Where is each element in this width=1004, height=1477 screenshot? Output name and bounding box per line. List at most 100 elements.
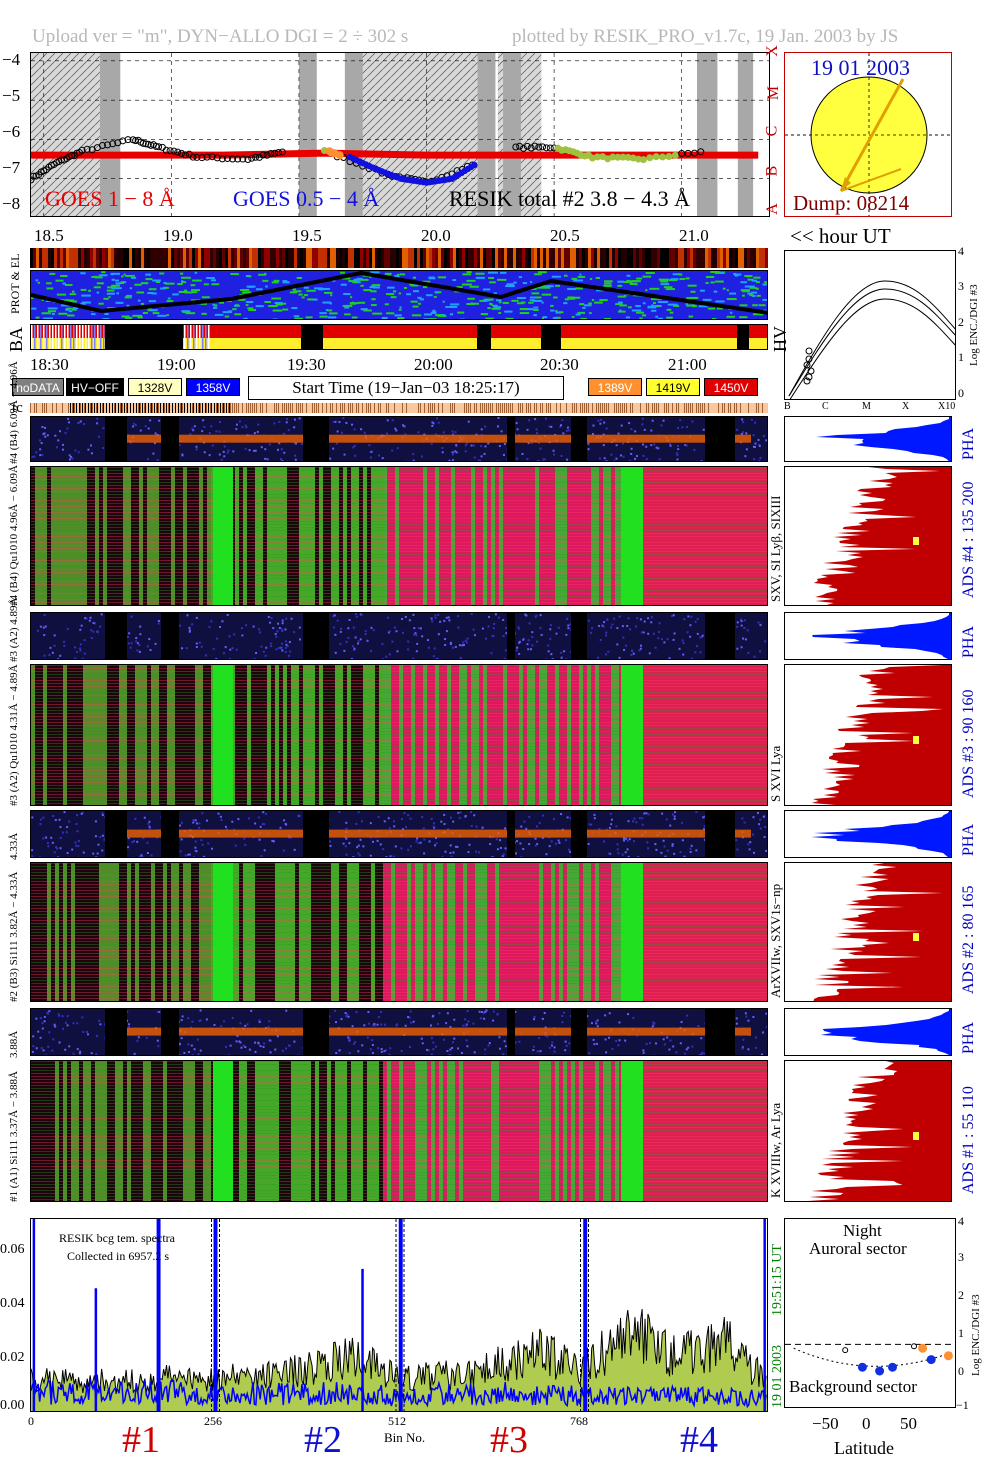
- tc-tick: [356, 403, 357, 413]
- temp-cell: [138, 248, 141, 268]
- channel-3-spec-label: #3 (A2) Qu1010 4.31Å − 4.89Å: [8, 664, 20, 806]
- particle-cell: [111, 272, 121, 275]
- hv-stripe: [85, 325, 87, 349]
- particle-cell: [242, 291, 251, 294]
- tc-tick: [352, 403, 353, 413]
- legend-1389v: 1389V: [588, 378, 642, 396]
- particle-cell: [132, 314, 143, 317]
- particle-cell: [151, 292, 157, 295]
- particle-cell: [423, 318, 434, 319]
- tc-tick: [380, 403, 381, 413]
- night-region: [31, 53, 100, 216]
- spectrum-strip-1: [30, 1060, 768, 1202]
- particle-cell: [552, 317, 558, 319]
- tc-tick: [736, 403, 737, 413]
- temp-cell: [765, 248, 768, 268]
- particle-cell: [207, 319, 216, 320]
- temp-cell: [726, 248, 729, 268]
- particle-cell: [60, 299, 69, 302]
- particle-cell: [672, 273, 681, 276]
- tc-tick: [330, 403, 331, 413]
- tc-tick: [490, 403, 491, 413]
- particle-cell: [349, 302, 359, 305]
- resik-point: [267, 150, 275, 158]
- goes-lightcurve-panel: GOES 1 − 8 Å GOES 0.5 − 4 Å RESIK total …: [30, 52, 770, 217]
- tc-tick: [223, 403, 224, 413]
- ads-histogram-1: [784, 1060, 952, 1202]
- hv-stripe: [73, 325, 75, 349]
- tc-tick: [276, 403, 277, 413]
- particle-cell: [483, 299, 491, 302]
- particle-cell: [422, 286, 428, 289]
- channel-4-spec-label: #4 (B4) Qu1010 4.96Å − 6.09Å: [8, 465, 20, 606]
- tc-tick: [282, 403, 283, 413]
- tc-tick: [686, 403, 687, 413]
- resik-point: [539, 143, 547, 151]
- temp-cell: [576, 248, 579, 268]
- particle-cell: [535, 286, 544, 289]
- spectrum-title-1: RESIK bcg tem. spectra: [59, 1231, 175, 1245]
- particle-cell: [136, 291, 145, 294]
- particle-cell: [191, 291, 198, 294]
- particle-cell: [152, 312, 160, 315]
- particle-cell: [246, 285, 256, 288]
- particle-cell: [716, 307, 723, 310]
- temp-cell: [318, 248, 321, 268]
- particle-cell: [466, 279, 476, 282]
- temp-cell: [468, 248, 471, 268]
- particle-cell: [553, 296, 558, 299]
- particle-panel: [30, 270, 768, 320]
- tc-tick: [598, 403, 599, 413]
- hv-stripe: [100, 325, 102, 349]
- tc-tick: [614, 403, 615, 413]
- tc-tick: [232, 403, 233, 413]
- tc-tick: [536, 403, 537, 413]
- tc-tick: [216, 403, 217, 413]
- temp-cell: [267, 248, 270, 268]
- tc-tick: [394, 403, 395, 413]
- tc-tick: [238, 403, 239, 413]
- temp-cell: [348, 248, 351, 268]
- temp-cell: [441, 248, 444, 268]
- resik-point: [516, 142, 524, 150]
- tc-tick: [211, 403, 212, 413]
- temp-cell: [90, 248, 93, 268]
- tc-tick: [151, 403, 152, 413]
- hv-row: [31, 338, 767, 349]
- particle-cell: [449, 313, 454, 316]
- particle-cell: [181, 276, 191, 279]
- particle-cell: [542, 316, 548, 319]
- particle-cell: [534, 296, 542, 299]
- particle-cell: [351, 316, 358, 319]
- tc-tick: [522, 403, 523, 413]
- particle-cell: [412, 305, 419, 308]
- particle-cell: [301, 296, 305, 299]
- particle-cell: [678, 273, 683, 276]
- temp-cell: [231, 248, 234, 268]
- tc-label: tc: [12, 400, 23, 416]
- tc-tick: [646, 403, 647, 413]
- particle-cell: [528, 301, 534, 304]
- temp-cell: [273, 248, 276, 268]
- particle-cell: [121, 315, 130, 318]
- saa-band: [697, 53, 718, 216]
- particle-cell: [533, 306, 539, 309]
- temp-cell: [195, 248, 198, 268]
- particle-cell: [533, 308, 539, 311]
- particle-cell: [595, 277, 600, 280]
- particle-cell: [641, 314, 647, 317]
- particle-chart: [31, 271, 767, 320]
- tc-tick: [504, 403, 505, 413]
- class-letter: A: [763, 203, 781, 215]
- enc-point: [805, 355, 813, 363]
- temp-cell: [582, 248, 585, 268]
- particle-cell: [123, 273, 126, 276]
- tc-tick: [72, 403, 73, 413]
- tc-tick: [624, 403, 625, 413]
- particle-cell: [327, 316, 337, 319]
- lat-ytick: 0: [958, 1364, 964, 1378]
- particle-cell: [472, 302, 479, 305]
- tc-tick: [758, 403, 759, 413]
- temp-cell: [600, 248, 603, 268]
- particle-cell: [629, 280, 640, 283]
